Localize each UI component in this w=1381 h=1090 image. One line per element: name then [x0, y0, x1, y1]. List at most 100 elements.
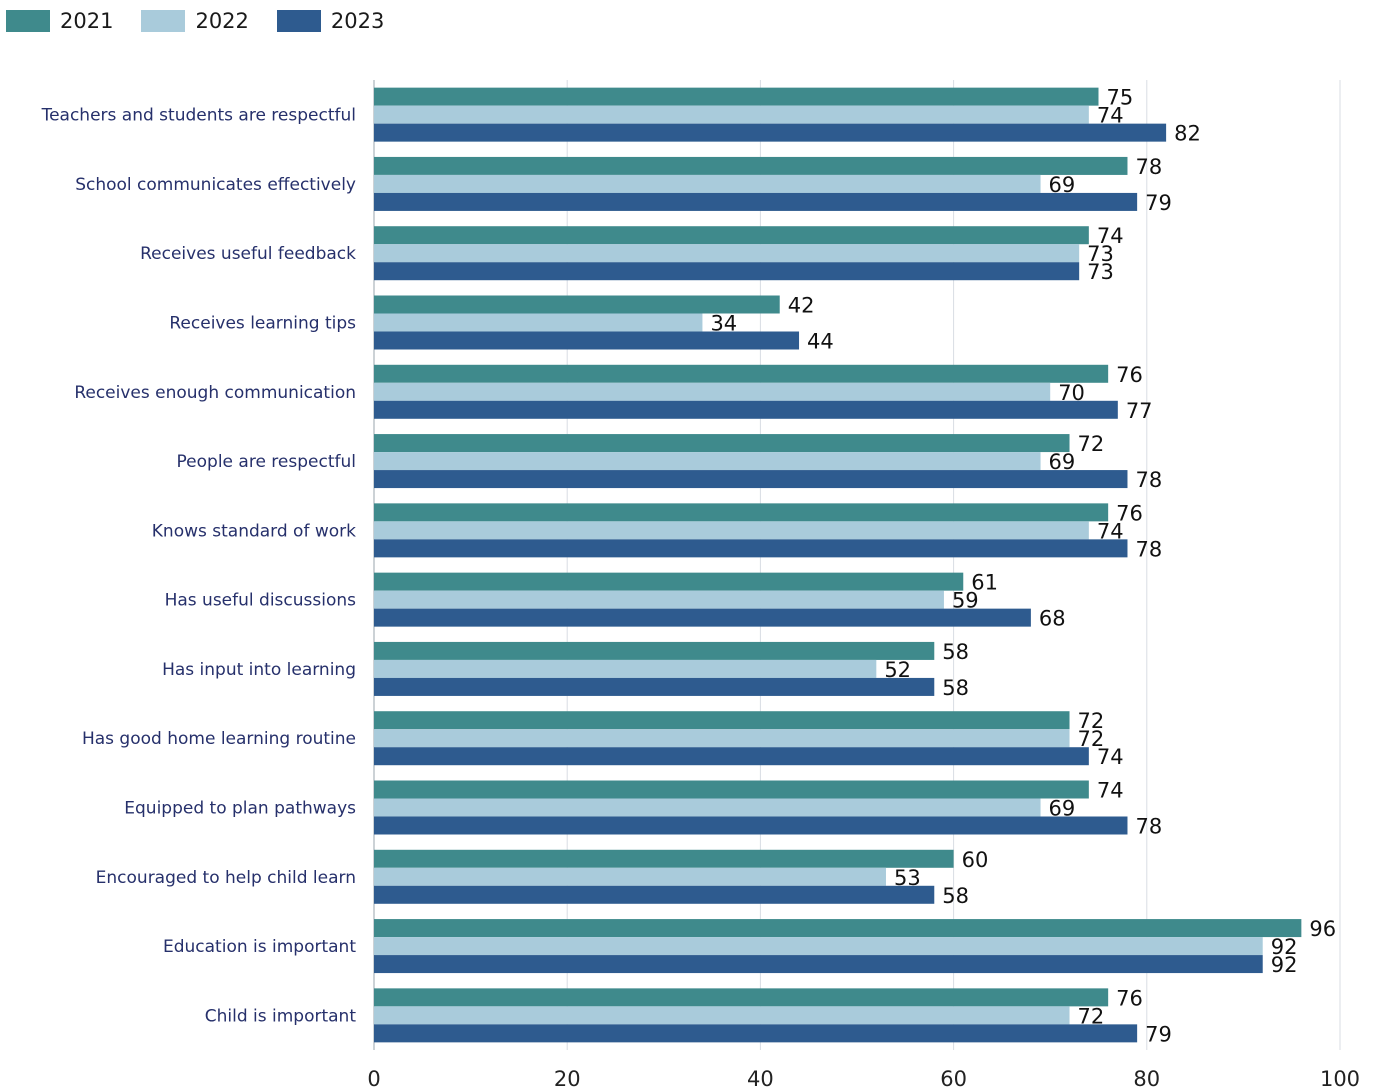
category-label: Receives enough communication	[74, 383, 356, 403]
data-label-2023: 78	[1135, 815, 1162, 839]
data-label-2021: 61	[971, 571, 998, 595]
category-label: Child is important	[205, 1006, 357, 1026]
data-label-2021: 76	[1116, 986, 1143, 1010]
data-label-2023: 78	[1135, 468, 1162, 492]
bar-2021	[374, 226, 1089, 245]
bar-2021	[374, 988, 1109, 1007]
legend-item-2022: 2022	[141, 9, 249, 33]
x-tick-label: 100	[1320, 1067, 1360, 1090]
bar-2021	[374, 780, 1089, 799]
legend-item-2023: 2023	[276, 9, 385, 33]
data-label-2021: 96	[1309, 917, 1336, 941]
bar-2023	[374, 123, 1167, 142]
category-label: Education is important	[163, 937, 356, 957]
bar-2022	[374, 244, 1080, 263]
bar-2021	[374, 503, 1109, 522]
legend-item-2021: 2021	[6, 9, 113, 33]
x-tick-label: 20	[554, 1067, 581, 1090]
data-label-2021: 60	[962, 848, 989, 872]
category-label: Encouraged to help child learn	[96, 868, 356, 888]
data-label-2021: 75	[1107, 86, 1134, 110]
bar-2021	[374, 572, 964, 591]
data-label-2022: 73	[1087, 242, 1114, 266]
bar-2022	[374, 1006, 1070, 1025]
bar-2021	[374, 641, 935, 660]
bar-2023	[374, 400, 1118, 419]
bar-2023	[374, 539, 1128, 558]
bar-2022	[374, 729, 1070, 748]
bar-2023	[374, 262, 1080, 281]
bar-2022	[374, 659, 877, 678]
bar-2023	[374, 747, 1089, 766]
data-label-2021: 76	[1116, 363, 1143, 387]
x-tick-label: 80	[1133, 1067, 1160, 1090]
bar-2021	[374, 87, 1099, 106]
bar-2022	[374, 452, 1041, 471]
bar-2022	[374, 174, 1041, 193]
bar-2022	[374, 867, 886, 886]
x-tick-label: 40	[747, 1067, 774, 1090]
category-label: Receives learning tips	[169, 314, 356, 334]
data-label-2023: 92	[1271, 953, 1298, 977]
data-label-2021: 74	[1097, 224, 1124, 248]
category-label: Has good home learning routine	[82, 729, 356, 749]
legend-label-2022: 2022	[195, 9, 249, 33]
bar-2021	[374, 434, 1070, 453]
bar-2022	[374, 313, 703, 332]
data-label-2023: 68	[1039, 607, 1066, 631]
data-label-2023: 77	[1126, 399, 1153, 423]
data-label-2021: 58	[942, 640, 969, 664]
bar-2023	[374, 677, 935, 696]
bar-2023	[374, 1024, 1138, 1043]
bar-2022	[374, 382, 1051, 401]
data-label-2023: 58	[942, 676, 969, 700]
bar-2023	[374, 331, 800, 350]
bar-2021	[374, 156, 1128, 175]
bar-2021	[374, 364, 1109, 383]
data-label-2022: 92	[1271, 935, 1298, 959]
bar-2022	[374, 590, 944, 609]
category-label: School communicates effectively	[75, 175, 356, 195]
legend-swatch-2022	[141, 10, 186, 32]
legend-swatch-2021	[6, 10, 50, 32]
bar-2023	[374, 955, 1263, 974]
legend-swatch-2023	[276, 10, 321, 32]
data-label-2021: 42	[788, 294, 815, 318]
category-label: People are respectful	[177, 452, 356, 472]
data-label-2023: 79	[1145, 191, 1172, 215]
bar-2022	[374, 105, 1089, 124]
bar-2022	[374, 798, 1041, 817]
chart-legend: 2021 2022 2023	[6, 6, 412, 36]
data-label-2023: 78	[1135, 537, 1162, 561]
data-label-2023: 58	[942, 884, 969, 908]
data-label-2021: 76	[1116, 501, 1143, 525]
data-label-2021: 72	[1078, 432, 1105, 456]
legend-label-2021: 2021	[60, 9, 114, 33]
bar-2021	[374, 919, 1302, 938]
x-tick-label: 60	[940, 1067, 967, 1090]
data-label-2023: 82	[1174, 122, 1201, 146]
bar-2023	[374, 885, 935, 904]
bar-2022	[374, 937, 1263, 956]
category-label: Knows standard of work	[152, 521, 356, 541]
category-label: Receives useful feedback	[140, 244, 356, 264]
data-label-2021: 78	[1135, 155, 1162, 179]
data-label-2023: 73	[1087, 260, 1114, 284]
bar-2023	[374, 608, 1031, 627]
data-label-2023: 74	[1097, 745, 1124, 769]
bar-2021	[374, 849, 954, 868]
data-label-2021: 74	[1097, 779, 1124, 803]
legend-label-2023: 2023	[330, 9, 385, 33]
bar-2023	[374, 470, 1128, 489]
bar-2021	[374, 295, 780, 314]
category-label: Teachers and students are respectful	[41, 106, 356, 126]
x-tick-label: 0	[367, 1067, 380, 1090]
bar-2021	[374, 711, 1070, 730]
data-label-2021: 72	[1078, 709, 1105, 733]
bar-2022	[374, 521, 1089, 540]
category-label: Has useful discussions	[165, 591, 357, 611]
category-label: Equipped to plan pathways	[124, 799, 356, 819]
category-label: Has input into learning	[162, 660, 356, 680]
bar-2023	[374, 816, 1128, 835]
